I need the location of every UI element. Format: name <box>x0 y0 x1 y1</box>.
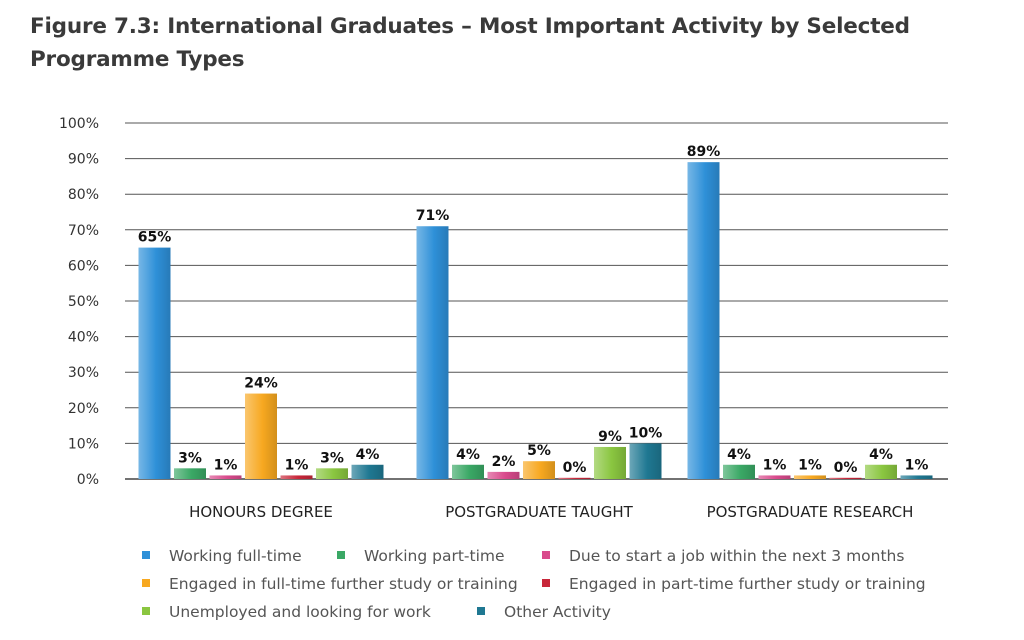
bar <box>351 464 384 479</box>
legend-label: Engaged in full-time further study or tr… <box>169 575 518 593</box>
y-tick-label: 0% <box>77 472 99 488</box>
data-label: 4% <box>456 447 480 463</box>
data-label: 0% <box>563 460 587 476</box>
data-label: 1% <box>285 457 309 473</box>
data-label: 2% <box>492 454 516 470</box>
legend-swatch <box>142 551 150 559</box>
bar <box>452 464 484 479</box>
legend-label: Engaged in part-time further study or tr… <box>569 575 926 593</box>
bar <box>629 443 662 479</box>
bar <box>687 162 720 479</box>
x-category-label: POSTGRADUATE TAUGHT <box>445 503 633 521</box>
data-label: 3% <box>320 450 344 466</box>
bar <box>316 468 348 479</box>
bar <box>758 475 791 479</box>
y-tick-label: 100% <box>59 116 99 132</box>
legend: Working full-time Working part-time Due to… <box>142 547 926 621</box>
legend-swatch <box>477 607 485 615</box>
bar <box>174 468 206 479</box>
bar <box>865 464 897 479</box>
data-label: 0% <box>834 460 858 476</box>
bar <box>558 477 591 479</box>
legend-label: Unemployed and looking for work <box>169 603 431 621</box>
data-label: 4% <box>727 447 751 463</box>
legend-label: Due to start a job within the next 3 mon… <box>569 547 904 565</box>
data-label: 4% <box>869 447 893 463</box>
bar <box>487 471 520 479</box>
labels: 65% 3% 1% 24% 1% 3% 4% HONOURS DEGREE 71% 4% 2% 5% 0… <box>138 144 929 521</box>
bar <box>829 477 862 479</box>
y-tick-label: 50% <box>68 294 99 310</box>
bar <box>723 464 755 479</box>
y-tick-label: 40% <box>68 330 99 346</box>
data-label: 9% <box>598 429 622 445</box>
y-tick-label: 10% <box>68 436 99 452</box>
data-label: 89% <box>687 144 721 160</box>
data-label: 10% <box>629 425 663 441</box>
data-label: 1% <box>763 457 787 473</box>
bar <box>245 393 277 479</box>
data-label: 4% <box>356 447 380 463</box>
legend-swatch <box>542 579 550 587</box>
data-label: 3% <box>178 450 202 466</box>
bar <box>794 475 826 479</box>
bar <box>209 475 242 479</box>
y-tick-label: 30% <box>68 365 99 381</box>
data-label: 1% <box>905 457 929 473</box>
bar <box>416 226 449 479</box>
legend-label: Working full-time <box>169 547 302 565</box>
y-tick-label: 20% <box>68 401 99 417</box>
legend-label: Working part-time <box>364 547 505 565</box>
bars <box>138 162 933 479</box>
data-label: 24% <box>244 376 278 392</box>
legend-label: Other Activity <box>504 603 611 621</box>
x-category-label: HONOURS DEGREE <box>189 503 333 521</box>
bar <box>523 461 555 479</box>
bar <box>138 247 171 479</box>
y-tick-label: 90% <box>68 152 99 168</box>
grid: 0% 10% 20% 30% 40% 50% 60% 70% 80% 90% 100% <box>59 116 948 488</box>
data-label: 1% <box>214 457 238 473</box>
legend-swatch <box>142 579 150 587</box>
data-label: 71% <box>416 208 450 224</box>
data-label: 65% <box>138 230 172 246</box>
legend-swatch <box>542 551 550 559</box>
y-tick-label: 60% <box>68 258 99 274</box>
legend-swatch <box>337 551 345 559</box>
x-category-label: POSTGRADUATE RESEARCH <box>707 503 914 521</box>
bar <box>280 475 313 479</box>
y-tick-label: 70% <box>68 223 99 239</box>
chart-title: Figure 7.3: International Graduates – Mo… <box>30 14 910 72</box>
data-label: 5% <box>527 443 551 459</box>
bar <box>900 475 933 479</box>
legend-swatch <box>142 607 150 615</box>
bar <box>594 446 626 479</box>
y-tick-label: 80% <box>68 187 99 203</box>
data-label: 1% <box>798 457 822 473</box>
